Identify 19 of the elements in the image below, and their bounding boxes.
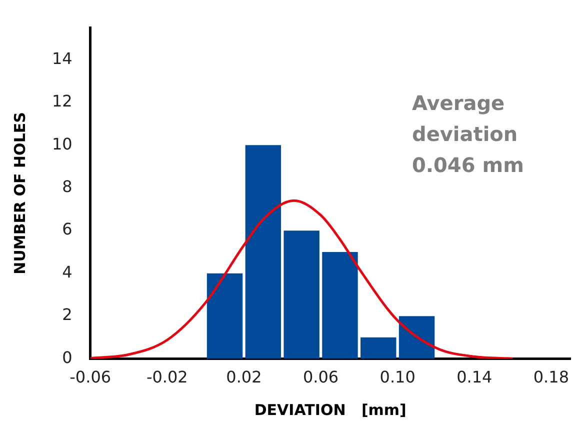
- y-tick-label: 2: [62, 305, 72, 324]
- x-tick-label: 0.18: [533, 368, 569, 387]
- y-tick-label: 0: [62, 348, 72, 367]
- y-axis-title: NUMBER OF HOLES: [10, 112, 29, 274]
- y-tick-label: 4: [62, 262, 72, 282]
- x-axis-title: DEVIATION [mm]: [254, 400, 406, 419]
- x-tick-label: 0.02: [226, 368, 262, 387]
- x-tick-label: 0.06: [302, 368, 339, 387]
- y-tick-label: 6: [62, 220, 72, 239]
- y-tick-label: 12: [52, 92, 72, 111]
- y-tick-label: 8: [62, 177, 72, 196]
- y-tick-label: 10: [52, 134, 72, 154]
- annotation: Average deviation 0.046 mm: [412, 91, 524, 178]
- x-tick-label: -0.06: [70, 368, 112, 387]
- y-tick-label: 14: [52, 48, 72, 68]
- line-series: [90, 199, 514, 359]
- x-tick-label: 0.14: [456, 368, 492, 387]
- x-tick-label: -0.02: [146, 368, 188, 387]
- x-tick-label: 0.10: [380, 368, 416, 387]
